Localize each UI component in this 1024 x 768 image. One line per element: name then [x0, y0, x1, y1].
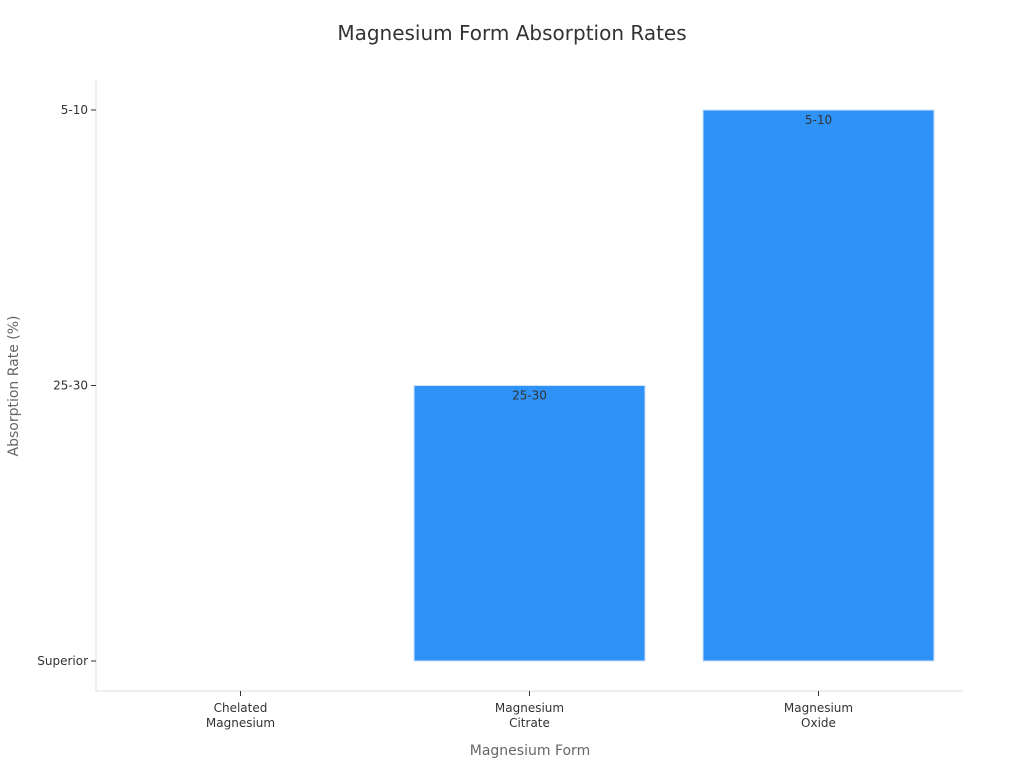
y-tick-label: 5-10	[61, 103, 88, 117]
x-tick-label: Chelated Magnesium	[206, 701, 275, 730]
y-tick-label: Superior	[37, 654, 88, 668]
chart-title: Magnesium Form Absorption Rates	[337, 21, 686, 45]
x-axis-label: Magnesium Form	[470, 743, 590, 759]
data-label: 5-10	[805, 113, 832, 127]
bar	[702, 109, 935, 662]
x-tick-label: Magnesium Citrate	[495, 701, 564, 730]
x-tick-label: Magnesium Oxide	[784, 701, 853, 730]
data-label: 25-30	[512, 389, 547, 403]
y-tick-label: 25-30	[53, 379, 88, 393]
y-axis-label: Absorption Rate (%)	[6, 315, 22, 456]
bar	[413, 385, 646, 662]
